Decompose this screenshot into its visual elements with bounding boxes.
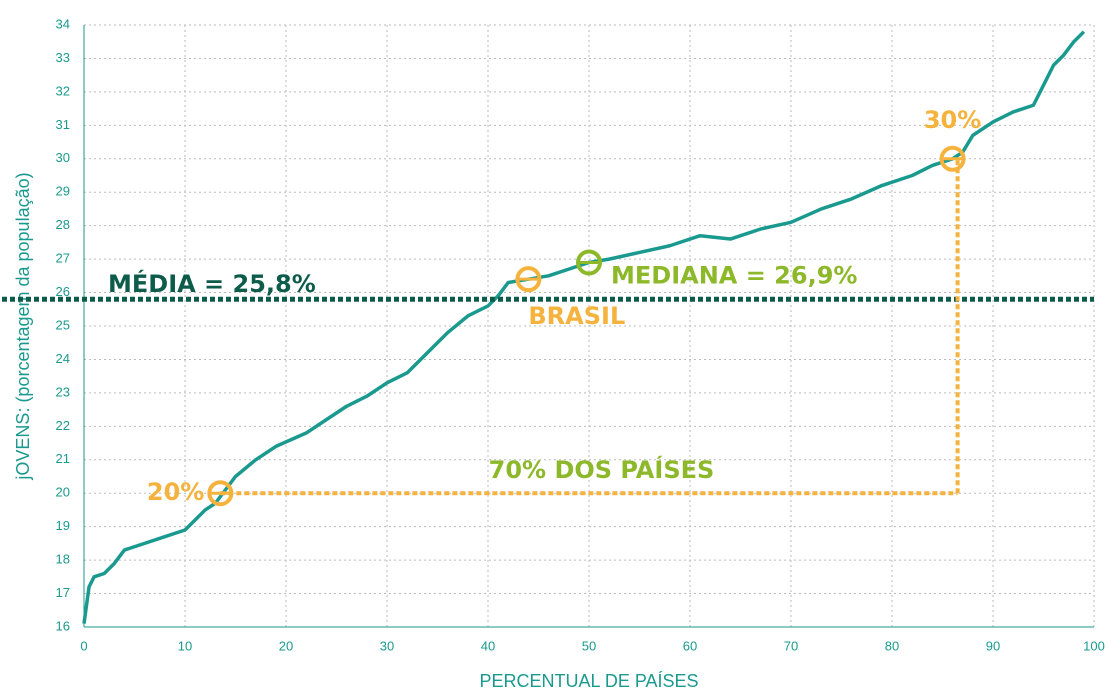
marker: [515, 266, 542, 293]
x-tick-label: 80: [885, 638, 899, 653]
y-tick-label: 22: [56, 418, 70, 433]
x-tick-label: 10: [178, 638, 192, 653]
y-tick-label: 33: [56, 50, 70, 65]
x-tick-label: 50: [582, 638, 596, 653]
high-label: 30%: [924, 106, 981, 134]
y-tick-label: 24: [56, 351, 70, 366]
y-tick-label: 23: [56, 384, 70, 399]
y-tick-label: 34: [56, 16, 70, 31]
x-tick-label: 0: [80, 638, 87, 653]
x-tick-label: 90: [986, 638, 1000, 653]
y-tick-label: 25: [56, 317, 70, 332]
y-tick-label: 28: [56, 217, 70, 232]
x-tick-label: 40: [481, 638, 495, 653]
y-tick-label: 19: [56, 518, 70, 533]
x-tick-label: 30: [380, 638, 394, 653]
mean-label: MÉDIA = 25,8%: [108, 269, 316, 298]
y-tick-label: 16: [56, 618, 70, 633]
y-tick-label: 26: [56, 284, 70, 299]
x-tick-label: 20: [279, 638, 293, 653]
y-tick-label: 31: [56, 117, 70, 132]
y-axis-title: jOVENS: (porcentagem da população): [13, 172, 33, 480]
y-tick-label: 20: [56, 485, 70, 500]
marker: [576, 249, 602, 276]
y-tick-label: 30: [56, 150, 70, 165]
y-tick-label: 32: [56, 83, 70, 98]
low-label: 20%: [147, 478, 204, 506]
y-tick-label: 17: [56, 585, 70, 600]
brazil-label: BRASIL: [528, 302, 625, 330]
x-tick-label: 100: [1083, 638, 1105, 653]
y-tick-label: 27: [56, 251, 70, 266]
range-label: 70% DOS PAÍSES: [489, 455, 715, 484]
x-axis-title: PERCENTUAL DE PAÍSES: [479, 671, 698, 691]
y-tick-label: 29: [56, 184, 70, 199]
y-tick-label: 18: [56, 552, 70, 567]
x-tick-label: 60: [683, 638, 697, 653]
median-label: MEDIANA = 26,9%: [611, 261, 857, 289]
x-tick-label: 70: [784, 638, 798, 653]
marker: [207, 480, 234, 507]
y-tick-label: 21: [56, 451, 70, 466]
marker: [939, 145, 966, 172]
